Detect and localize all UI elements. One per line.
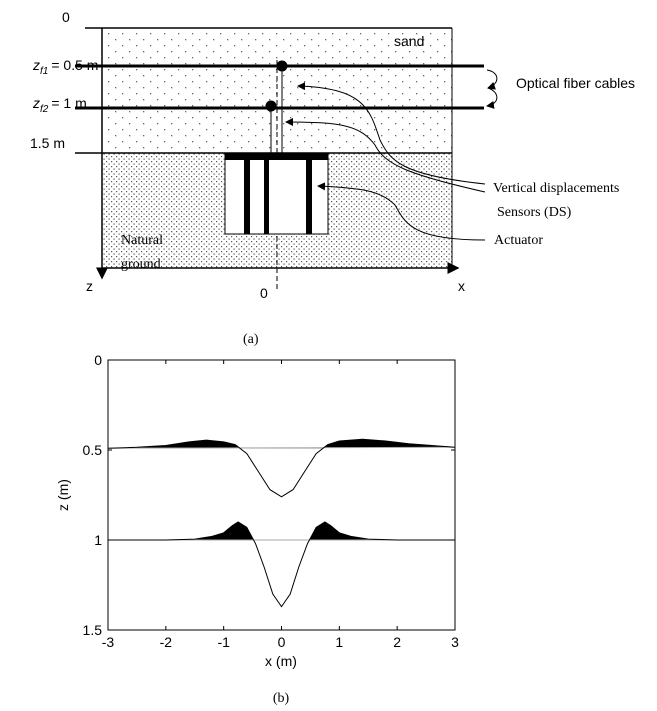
y-tick-label: 0.5 [83, 442, 103, 458]
subscript: f2 [40, 104, 49, 115]
x-tick-label: 0 [278, 634, 286, 650]
x-tick-label: 2 [393, 634, 401, 650]
arrow [487, 70, 497, 88]
figure: 0 zf1= 0.5 m zf2= 1 m 1.5 m sand Natural… [0, 0, 657, 711]
y-tick-label: 1.5 [83, 622, 103, 638]
label: zf2= 1 m [32, 95, 87, 115]
actuator-rod [244, 153, 250, 234]
line [108, 522, 455, 607]
arrow [487, 88, 497, 106]
label: x [458, 278, 465, 294]
y-axis-label: z (m) [55, 479, 71, 511]
label: zf1= 0.5 m [32, 57, 98, 77]
y-tick-label: 0 [94, 352, 102, 368]
label: Sensors (DS) [497, 205, 572, 220]
text: = 1 m [51, 95, 86, 111]
actuator-box [225, 153, 328, 234]
label: 0 [62, 9, 70, 25]
page: 0 zf1= 0.5 m zf2= 1 m 1.5 m sand Natural… [0, 0, 657, 711]
label: ground [121, 257, 161, 272]
label: z [86, 278, 93, 294]
x-tick-label: 3 [451, 634, 459, 650]
actuator-rod [264, 153, 269, 234]
y-tick-label: 1 [94, 532, 102, 548]
x-tick-label: 1 [335, 634, 343, 650]
sensor [266, 101, 277, 112]
sensor [277, 61, 288, 72]
panel-a: 0 zf1= 0.5 m zf2= 1 m 1.5 m sand Natural… [30, 9, 635, 347]
subscript: f1 [40, 66, 48, 77]
label: 1.5 m [30, 135, 65, 151]
caption: (a) [243, 332, 259, 347]
x-axis-label: x (m) [265, 653, 297, 669]
actuator-plate [225, 153, 328, 160]
actuator-rod [306, 153, 312, 234]
label: sand [394, 33, 424, 49]
symbol: z [32, 57, 40, 73]
x-tick-label: -2 [160, 634, 173, 650]
text: = 0.5 m [51, 57, 98, 73]
x-tick-label: -1 [217, 634, 230, 650]
label: 0 [260, 285, 268, 301]
x-tick-label: -3 [102, 634, 115, 650]
label: Vertical displacements [493, 181, 619, 196]
plot-frame [108, 360, 455, 630]
caption: (b) [273, 691, 290, 706]
fill-area [108, 522, 455, 607]
label: Natural [121, 233, 163, 248]
label: Optical fiber cables [516, 75, 635, 91]
label: Actuator [494, 233, 543, 248]
panel-b: z (m) x (m) (b) -3 -2 -1 0 1 2 3 0 0.5 1 1.5 [55, 352, 459, 706]
symbol: z [32, 95, 40, 111]
